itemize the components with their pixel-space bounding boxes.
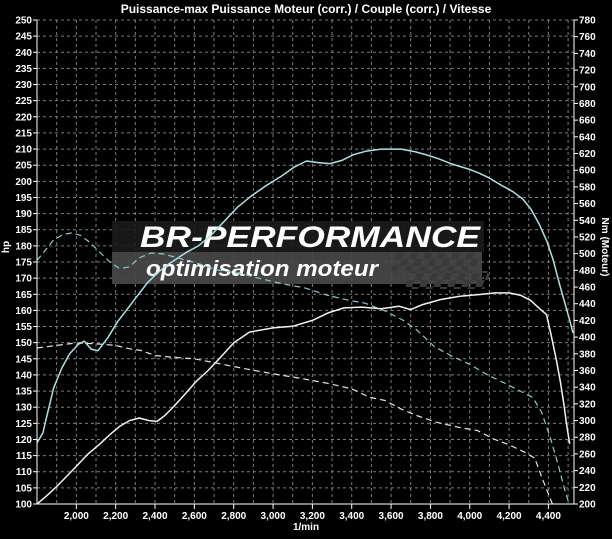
- x-axis-unit-label: 1/min: [293, 522, 319, 533]
- y-left-tick-label: 190: [15, 209, 32, 220]
- x-tick-label: 2,200: [103, 511, 128, 522]
- watermark-line1: BR-PERFORMANCE: [140, 221, 481, 254]
- y-left-tick-label: 110: [16, 467, 33, 478]
- y-right-tick-label: 440: [579, 299, 596, 310]
- x-tick-label: 3,800: [418, 511, 443, 522]
- y-left-tick-label: 150: [15, 338, 32, 349]
- series-courbe-pointillee-blanche: [37, 342, 553, 505]
- chart-title: Puissance-max Puissance Moteur (corr.) /…: [121, 2, 492, 16]
- x-tick-label: 2,600: [182, 511, 207, 522]
- x-tick-label: 2,400: [143, 511, 168, 522]
- y-left-tick-label: 155: [15, 322, 32, 333]
- y-right-tick-label: 320: [579, 399, 596, 410]
- x-tick-label: 4,400: [536, 511, 561, 522]
- y-right-tick-label: 300: [579, 416, 596, 427]
- x-tick-label: 4,200: [497, 511, 522, 522]
- y-right-tick-label: 760: [579, 32, 596, 43]
- y-left-tick-label: 235: [15, 64, 32, 75]
- y-right-tick-label: 280: [579, 433, 596, 444]
- y-left-tick-label: 200: [15, 177, 32, 188]
- y-left-tick-label: 170: [15, 274, 32, 285]
- y-right-tick-label: 660: [579, 116, 596, 127]
- y-left-tick-label: 135: [15, 387, 32, 398]
- x-tick-label: 4,000: [457, 511, 482, 522]
- axes: [33, 19, 578, 509]
- y-right-tick-label: 640: [579, 132, 596, 143]
- y-left-tick-label: 230: [15, 80, 32, 91]
- y-left-tick-label: 205: [15, 161, 32, 172]
- y-right-tick-label: 720: [579, 66, 596, 77]
- y-right-tick-label: 340: [579, 383, 596, 394]
- y-left-tick-label: 210: [15, 145, 32, 156]
- y-right-tick-label: 480: [579, 266, 596, 277]
- x-tick-label: 3,200: [300, 511, 325, 522]
- y-left-tick-label: 100: [15, 500, 32, 511]
- y-right-tick-label: 560: [579, 199, 596, 210]
- y-right-tick-label: 580: [579, 182, 596, 193]
- y-right-tick-label: 600: [579, 166, 596, 177]
- y-right-tick-label: 540: [579, 216, 596, 227]
- y-left-tick-label: 195: [15, 193, 32, 204]
- y-right-tick-label: 460: [579, 283, 596, 294]
- y-right-tick-label: 520: [579, 232, 596, 243]
- y-left-tick-label: 160: [15, 306, 32, 317]
- y-right-tick-label: 780: [579, 16, 596, 27]
- curves: [37, 148, 574, 505]
- y-left-tick-label: 175: [15, 258, 32, 269]
- y-left-tick-label: 185: [15, 225, 32, 236]
- x-tick-label: 2,000: [64, 511, 89, 522]
- y-right-tick-label: 500: [579, 249, 596, 260]
- y-right-tick-label: 420: [579, 316, 596, 327]
- y-left-tick-label: 180: [15, 241, 32, 252]
- y-right-tick-label: 680: [579, 99, 596, 110]
- y-right-tick-label: 360: [579, 366, 596, 377]
- y-right-tick-label: 700: [579, 82, 596, 93]
- y-left-tick-label: 215: [15, 128, 32, 139]
- y-left-tick-label: 115: [16, 451, 33, 462]
- y-left-tick-label: 165: [15, 290, 32, 301]
- x-tick-label: 2,800: [221, 511, 246, 522]
- watermark-line2: optimisation moteur: [146, 256, 380, 281]
- y-right-tick-label: 620: [579, 149, 596, 160]
- y-right-tick-label: 240: [579, 466, 596, 477]
- y-left-tick-label: 130: [15, 403, 32, 414]
- series-couple-corr: [37, 292, 571, 505]
- y-left-tick-label: 125: [15, 419, 32, 430]
- y-right-tick-label: 400: [579, 333, 596, 344]
- y-left-tick-label: 240: [15, 48, 32, 59]
- y-left-tick-label: 220: [15, 112, 32, 123]
- y-left-tick-label: 225: [15, 96, 32, 107]
- tick-labels: 250 245 240 235 230 225 220 215 210 205 200 195 190 1…: [15, 16, 596, 523]
- y-right-tick-label: 220: [579, 483, 596, 494]
- right-axis-unit-label: Nm (Moteur): [599, 218, 610, 277]
- y-left-tick-label: 140: [15, 370, 32, 381]
- y-right-tick-label: 740: [579, 49, 596, 60]
- y-left-tick-label: 145: [15, 354, 32, 365]
- left-axis-unit-label: hp: [1, 241, 12, 253]
- y-left-tick-label: 250: [15, 16, 32, 27]
- y-right-tick-label: 260: [579, 449, 596, 460]
- x-tick-label: 3,000: [261, 511, 286, 522]
- y-right-tick-label: 380: [579, 349, 596, 360]
- series-courbe-pointillee-cyan: [37, 232, 570, 505]
- y-right-tick-label: 200: [579, 500, 596, 511]
- x-tick-label: 3,600: [379, 511, 404, 522]
- y-left-tick-label: 120: [15, 435, 32, 446]
- series-puissance-moteur-corr: [37, 148, 574, 444]
- y-left-tick-label: 245: [15, 32, 32, 43]
- y-left-tick-label: 105: [15, 483, 32, 494]
- x-tick-label: 3,400: [339, 511, 364, 522]
